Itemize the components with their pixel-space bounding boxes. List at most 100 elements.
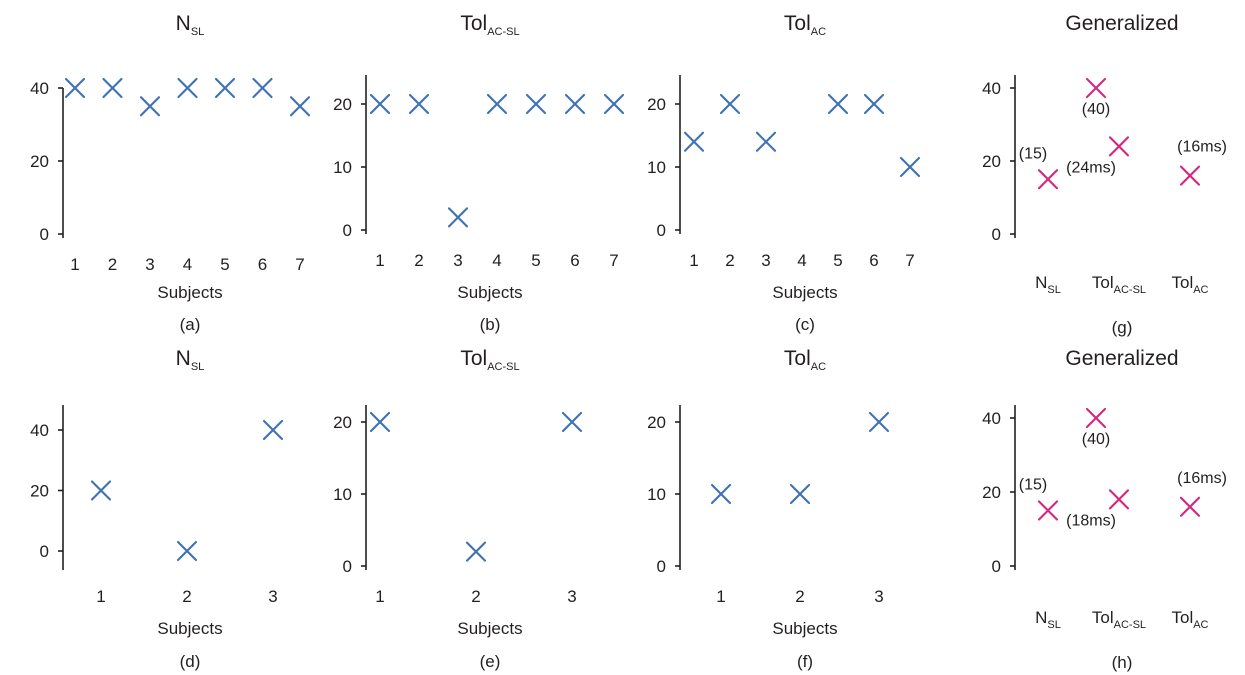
- data-point-c-3: [755, 131, 777, 152]
- y-tick-label: 40: [982, 409, 1001, 428]
- x-tick-label: 7: [295, 255, 304, 274]
- data-point-a-4-stroke-2: [177, 77, 198, 99]
- y-tick-label: 0: [657, 557, 666, 576]
- generalized-point-h-4-stroke-2: [1179, 496, 1201, 517]
- panel-title: Generalized: [1065, 12, 1178, 35]
- y-tick-label: 0: [992, 557, 1001, 576]
- data-point-a-3-stroke-2: [139, 96, 161, 117]
- data-point-c-6-stroke-2: [899, 156, 921, 178]
- x-tick-label: 3: [567, 587, 576, 606]
- data-point-c-4-stroke-2: [827, 93, 849, 115]
- data-point-d-3-stroke-2: [262, 419, 284, 441]
- generalized-point-h-3-stroke-2: [1108, 489, 1130, 510]
- data-point-c-5: [863, 93, 885, 115]
- data-point-d-2-stroke-2: [176, 540, 198, 562]
- panel-caption: (f): [797, 652, 813, 671]
- data-point-d-3: [262, 419, 284, 441]
- generalized-point-g-4-stroke-2: [1179, 165, 1201, 186]
- data-point-f-2-stroke-2: [789, 483, 811, 505]
- panel-title: TolAC: [784, 347, 826, 373]
- data-point-c-1-stroke-2: [683, 131, 705, 152]
- data-point-f-3: [868, 411, 890, 433]
- x-tick-label: 3: [761, 251, 770, 270]
- generalized-point-h-3: [1108, 489, 1130, 510]
- panel-title: NSL: [176, 12, 205, 38]
- data-point-c-6: [899, 156, 921, 178]
- panel-title: Generalized: [1065, 347, 1178, 370]
- data-point-a-7: [289, 96, 311, 117]
- x-tick-label: TolAC: [1171, 273, 1208, 296]
- x-tick-label: NSL: [1035, 273, 1061, 296]
- x-tick-label: 1: [689, 251, 698, 270]
- x-tick-label: 1: [70, 255, 79, 274]
- data-point-f-2: [789, 483, 811, 505]
- data-point-a-2: [102, 77, 123, 99]
- point-annotation: (16ms): [1177, 139, 1227, 156]
- data-point-c-1: [683, 131, 705, 152]
- data-point-b-5-stroke-2: [525, 93, 547, 115]
- point-annotation: (24ms): [1066, 159, 1116, 176]
- point-annotation: (40): [1082, 431, 1110, 448]
- x-tick-label: TolAC-SL: [1092, 273, 1146, 296]
- x-tick-label: 3: [268, 587, 277, 606]
- data-point-a-1: [64, 77, 86, 99]
- y-tick-label: 10: [647, 485, 666, 504]
- panel-title: TolAC-SL: [460, 12, 519, 38]
- data-point-b-2: [408, 93, 430, 115]
- generalized-point-g-3: [1108, 136, 1130, 157]
- data-point-e-2: [465, 541, 487, 562]
- data-point-b-4: [486, 93, 508, 115]
- data-point-a-5: [214, 77, 236, 99]
- panel-caption: (g): [1112, 318, 1133, 337]
- y-tick-label: 20: [30, 482, 49, 501]
- data-point-a-3: [139, 96, 161, 117]
- panel-title: TolAC: [784, 12, 826, 38]
- point-annotation: (40): [1082, 101, 1110, 118]
- data-point-b-6-stroke-2: [564, 93, 586, 115]
- data-point-a-6: [252, 77, 273, 99]
- x-tick-label: 3: [453, 251, 462, 270]
- data-point-b-1: [369, 93, 391, 115]
- data-point-b-6: [564, 93, 586, 115]
- data-point-a-1-stroke-2: [64, 77, 86, 99]
- y-tick-label: 0: [657, 221, 666, 240]
- x-tick-label: 2: [795, 587, 804, 606]
- data-point-a-6-stroke-2: [252, 77, 273, 99]
- x-tick-label: 6: [869, 251, 878, 270]
- data-point-d-1: [90, 480, 112, 501]
- data-point-b-2-stroke-2: [408, 93, 430, 115]
- data-point-c-2: [719, 93, 741, 115]
- data-point-a-7-stroke-2: [289, 96, 311, 117]
- x-axis-label: Subjects: [157, 283, 222, 302]
- generalized-point-h-4: [1179, 496, 1201, 517]
- y-tick-label: 20: [982, 483, 1001, 502]
- data-point-e-3-stroke-2: [561, 411, 583, 433]
- x-axis-label: Subjects: [457, 619, 522, 638]
- y-tick-label: 20: [30, 152, 49, 171]
- generalized-point-g-2: [1037, 169, 1059, 190]
- y-tick-label: 40: [982, 79, 1001, 98]
- y-tick-label: 0: [40, 542, 49, 561]
- data-point-c-2-stroke-2: [719, 93, 741, 115]
- x-tick-label: TolAC-SL: [1092, 608, 1146, 631]
- data-point-b-3: [447, 207, 469, 228]
- point-annotation: (18ms): [1066, 512, 1116, 529]
- x-tick-label: 1: [375, 587, 384, 606]
- y-tick-label: 20: [647, 95, 666, 114]
- panel-f: TolAC 0 10 20 1 2 3 Subjects (f): [647, 347, 890, 671]
- x-tick-label: 2: [725, 251, 734, 270]
- generalized-point-g-1: [1085, 77, 1107, 99]
- data-point-e-1-stroke-2: [369, 411, 391, 433]
- x-axis-label: Subjects: [457, 283, 522, 302]
- panel-a: NSL 0 20 40 1 2 3 4 5 6 7 Subjects (a): [30, 12, 311, 334]
- panel-caption: (c): [795, 315, 815, 334]
- data-point-e-1: [369, 411, 391, 433]
- y-tick-label: 10: [647, 158, 666, 177]
- data-point-a-5-stroke-2: [214, 77, 236, 99]
- x-tick-label: 2: [471, 587, 480, 606]
- x-tick-label: 4: [183, 255, 192, 274]
- generalized-point-g-4: [1179, 165, 1201, 186]
- x-tick-label: TolAC: [1171, 608, 1208, 631]
- x-tick-label: 1: [375, 251, 384, 270]
- y-tick-label: 40: [30, 79, 49, 98]
